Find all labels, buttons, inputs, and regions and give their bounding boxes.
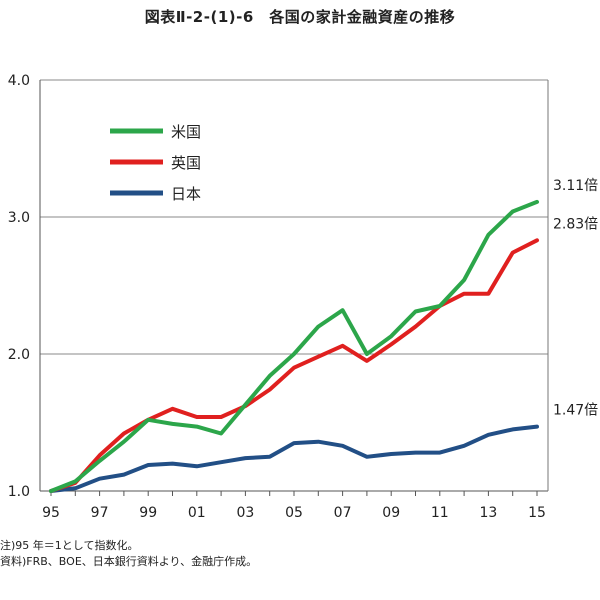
x-tick-label: 05 xyxy=(285,505,303,521)
x-tick-label: 95 xyxy=(42,505,60,521)
legend-label: 日本 xyxy=(171,185,201,203)
x-tick-labels: 95 97 99 01 03 05 07 09 11 13 15 xyxy=(42,505,546,521)
x-tick-label: 15 xyxy=(528,505,546,521)
x-tick-label: 99 xyxy=(139,505,157,521)
x-tick-label: 01 xyxy=(188,505,206,521)
legend-label: 英国 xyxy=(171,154,201,172)
end-label: 2.83倍 xyxy=(553,216,598,232)
gridlines xyxy=(40,79,548,355)
end-label: 3.11倍 xyxy=(553,178,598,194)
footnotes: 注)95 年＝1として指数化。 資料)FRB、BOE、日本銀行資料より、金融庁作… xyxy=(0,538,257,570)
footnote-source: 資料)FRB、BOE、日本銀行資料より、金融庁作成。 xyxy=(0,555,258,568)
y-tick-label: 1.0 xyxy=(8,484,30,500)
series-line xyxy=(49,424,539,493)
series-line xyxy=(49,199,539,493)
y-tick-labels: 1.0 2.0 3.0 4.0 xyxy=(8,73,30,500)
x-tick-label: 97 xyxy=(91,505,109,521)
series-lines xyxy=(49,199,539,493)
x-tick-label: 13 xyxy=(479,505,497,521)
series-line xyxy=(49,238,539,493)
x-tick-label: 07 xyxy=(334,505,352,521)
x-tick-label: 11 xyxy=(431,505,449,521)
y-tick-label: 3.0 xyxy=(8,210,30,226)
chart-title: 図表Ⅱ-2-(1)-6 各国の家計金融資産の推移 xyxy=(144,8,456,26)
y-tick-label: 2.0 xyxy=(8,347,30,363)
x-tick-label: 09 xyxy=(382,505,400,521)
y-tick-label: 4.0 xyxy=(8,73,30,89)
axes xyxy=(39,80,549,496)
footnote-base-year: 注)95 年＝1として指数化。 xyxy=(0,539,139,552)
end-label: 1.47倍 xyxy=(553,403,598,419)
end-labels: 3.11倍 2.83倍 1.47倍 xyxy=(553,178,598,419)
legend-label: 米国 xyxy=(171,123,201,141)
x-tick-label: 03 xyxy=(236,505,254,521)
